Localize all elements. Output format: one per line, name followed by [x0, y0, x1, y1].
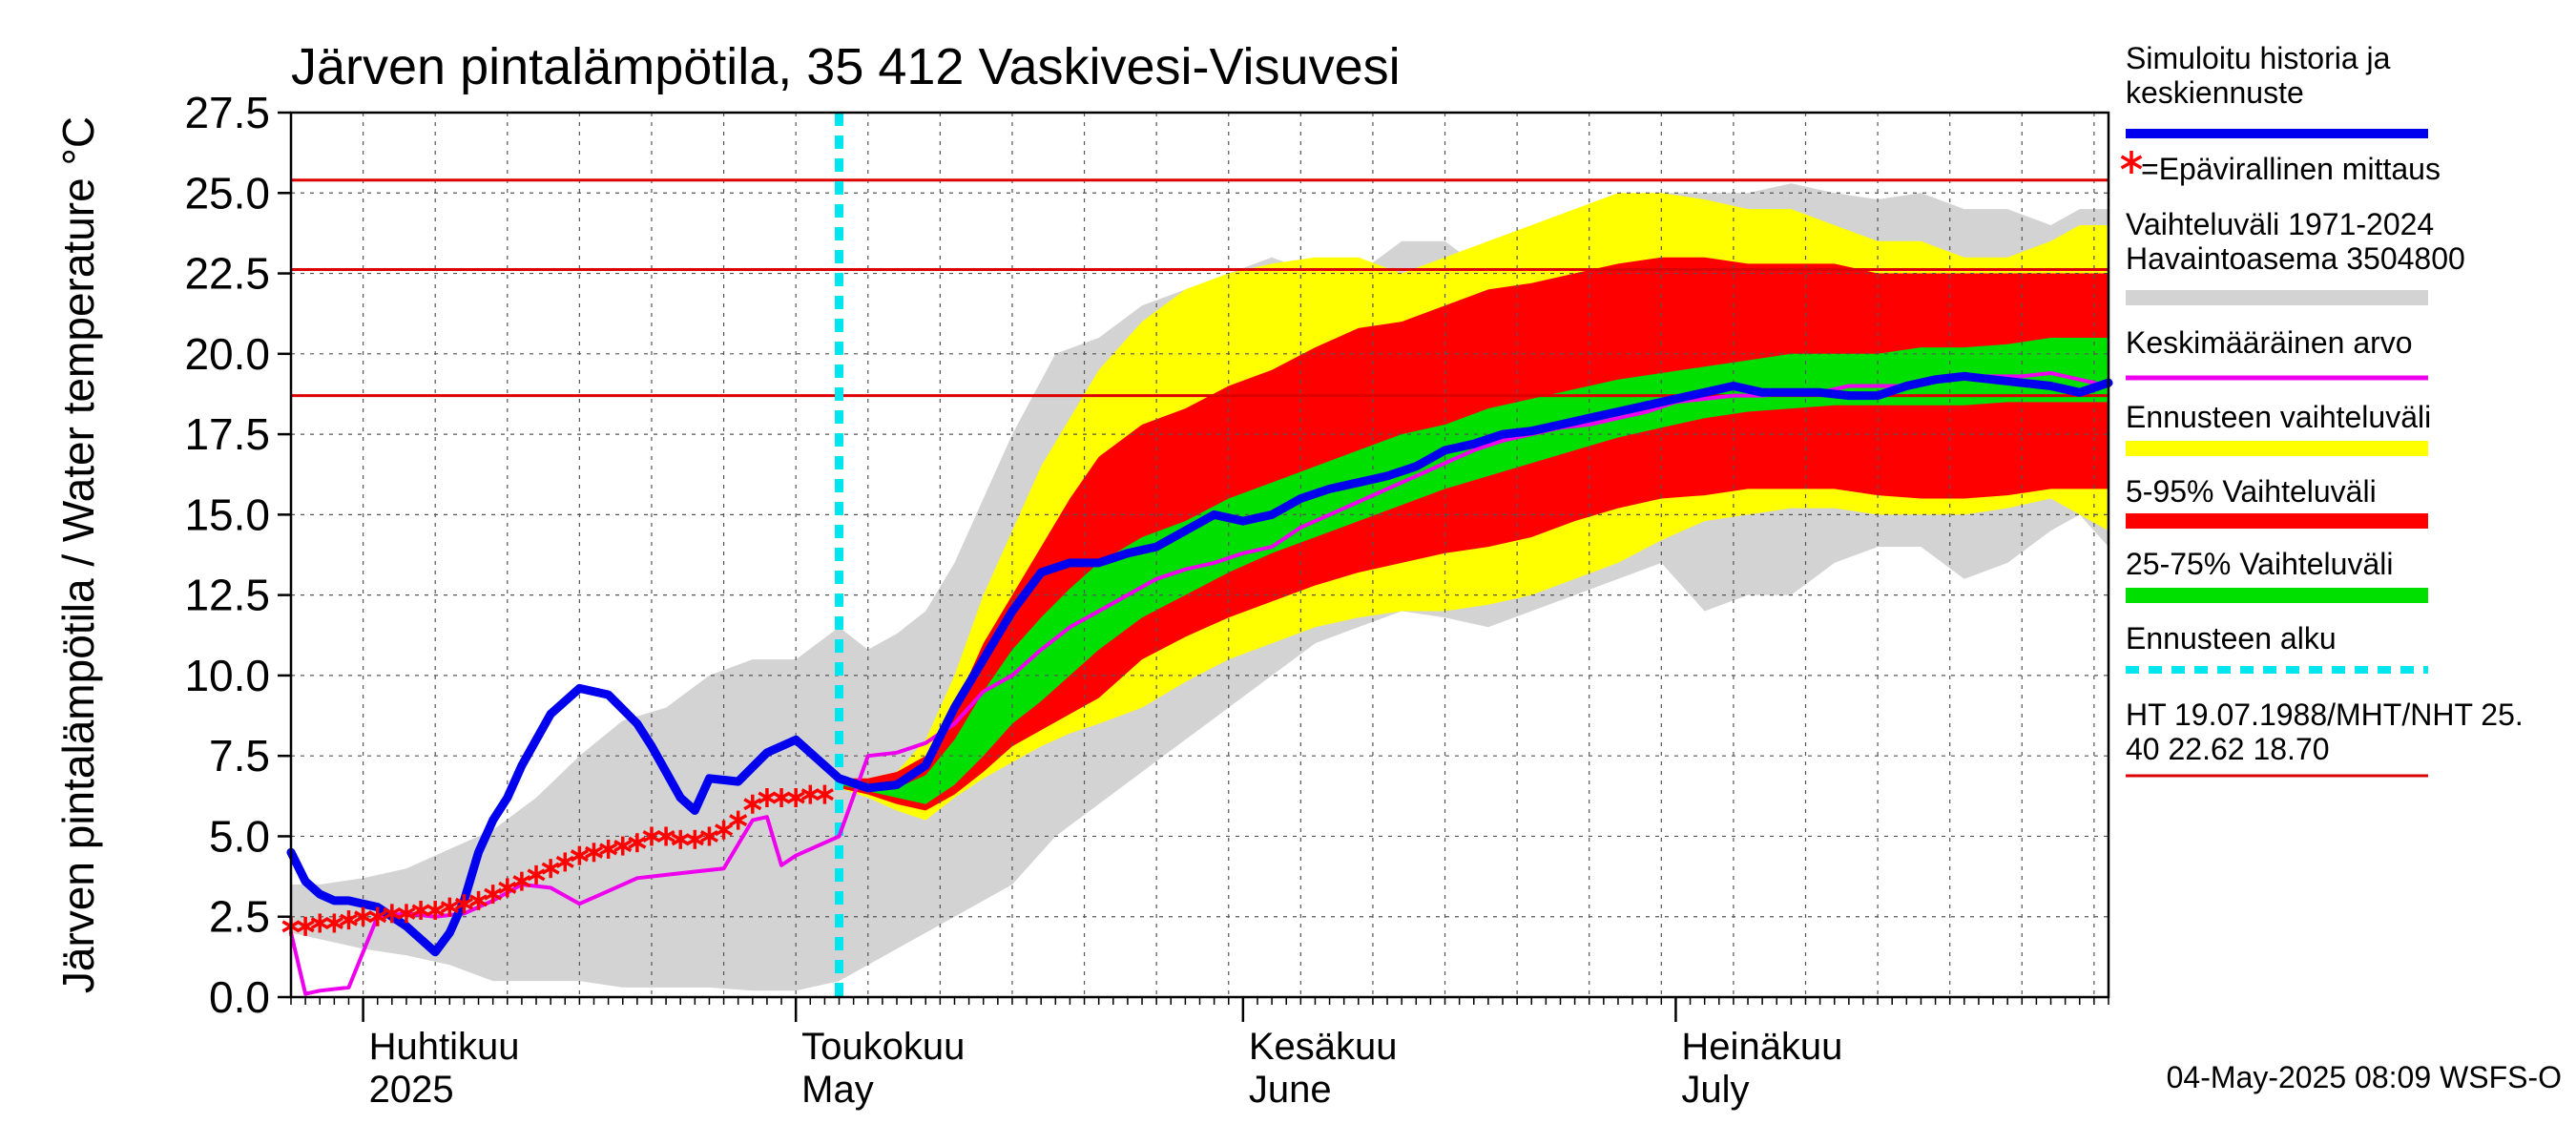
plot-lines — [281, 113, 2113, 997]
grid — [291, 113, 2109, 997]
x-month-sublabel: 2025 — [369, 1069, 454, 1111]
measurement-point — [786, 788, 805, 808]
measurement-point — [800, 784, 820, 804]
measurement-point — [599, 839, 618, 859]
x-month-sublabel: June — [1249, 1069, 1332, 1111]
legend-label: 25-75% Vaihteluväli — [2126, 547, 2393, 581]
legend-label: Keskimääräinen arvo — [2126, 325, 2413, 360]
history-line — [286, 371, 2113, 957]
legend-label: Ennusteen vaihteluväli — [2126, 400, 2431, 434]
legend-label: 40 22.62 18.70 — [2126, 732, 2330, 766]
measurement-point — [411, 900, 430, 920]
legend-label: =Epävirallinen mittaus — [2141, 152, 2441, 186]
measurement-point — [815, 784, 834, 804]
legend-entry-measurement: =Epävirallinen mittaus — [2120, 151, 2441, 186]
legend-label: Ennusteen alku — [2126, 621, 2337, 656]
measurement-point — [354, 906, 373, 926]
y-tick-label: 15.0 — [184, 489, 270, 539]
y-tick-label: 10.0 — [184, 651, 270, 700]
measurement-point — [310, 913, 329, 933]
measurement-point — [440, 897, 459, 917]
measurement-point — [383, 904, 402, 924]
y-tick-label: 17.5 — [184, 409, 270, 459]
axes: 0.0 2.5 5.0 7.5 10.0 12.5 15.0 17.5 20.0 22.5 25.0… — [53, 88, 2110, 1111]
y-tick-label: 27.5 — [184, 88, 270, 137]
chart-title: Järven pintalämpötila, 35 412 Vaskivesi-… — [291, 38, 1401, 95]
measurement-point — [772, 788, 791, 808]
band-25-75 — [839, 338, 2109, 804]
measurement-point — [339, 910, 359, 930]
legend-label: 5-95% Vaihteluväli — [2126, 474, 2377, 509]
measurement-point — [671, 829, 690, 849]
legend-entry-hist_range: Vaihteluväli 1971-2024 Havaintoasema 350… — [2126, 207, 2465, 305]
legend-entry-forecast_start: Ennusteen alku — [2126, 621, 2428, 674]
x-month-label: Kesäkuu — [1249, 1026, 1398, 1068]
y-tick-label: 0.0 — [209, 972, 270, 1022]
legend-entry-p25_75: 25-75% Vaihteluväli — [2126, 547, 2428, 603]
measurement-point — [368, 906, 387, 926]
x-month-sublabel: May — [801, 1069, 874, 1111]
x-month-label: Toukokuu — [801, 1026, 965, 1068]
measurement-point — [584, 843, 604, 863]
measurement-point — [715, 820, 734, 840]
y-tick-label: 12.5 — [184, 571, 270, 620]
footer-timestamp: 04-May-2025 08:09 WSFS-O — [2167, 1060, 2562, 1094]
legend-entry-p5_95: 5-95% Vaihteluväli — [2126, 474, 2428, 529]
y-tick-label: 25.0 — [184, 168, 270, 218]
legend-entry-mean: Keskimääräinen arvo — [2126, 325, 2428, 381]
legend-label: HT 19.07.1988/MHT/NHT 25. — [2126, 697, 2524, 732]
measurement-point — [426, 900, 445, 920]
measurement-point — [758, 788, 777, 808]
y-axis-label: Järven pintalämpötila / Water temperatur… — [53, 116, 103, 993]
measurement-point — [613, 836, 633, 856]
y-tick-label: 2.5 — [209, 892, 270, 942]
y-tick-label: 20.0 — [184, 329, 270, 379]
legend-entry-reference: HT 19.07.1988/MHT/NHT 25.40 22.62 18.70 — [2126, 697, 2524, 778]
legend-label: Simuloitu historia ja — [2126, 41, 2391, 75]
measurement-point — [570, 845, 589, 865]
measurement-point — [324, 913, 343, 933]
legend-label: keskiennuste — [2126, 75, 2304, 110]
y-tick-label: 7.5 — [209, 731, 270, 781]
measurement-point — [685, 829, 704, 849]
x-month-sublabel: July — [1681, 1069, 1749, 1111]
measurement-point — [656, 826, 675, 846]
y-tick-label: 5.0 — [209, 811, 270, 861]
measurement-point — [729, 810, 748, 830]
measurement-point — [397, 904, 416, 924]
legend-symbol — [2120, 151, 2143, 174]
legend-label: Havaintoasema 3504800 — [2126, 241, 2465, 276]
measurement-point — [454, 894, 473, 914]
x-month-label: Huhtikuu — [369, 1026, 520, 1068]
legend-label: Vaihteluväli 1971-2024 — [2126, 207, 2434, 241]
measurement-point — [642, 826, 661, 846]
legend-entry-forecast_range: Ennusteen vaihteluväli — [2126, 400, 2431, 456]
y-tick-label: 22.5 — [184, 249, 270, 299]
x-month-label: Heinäkuu — [1681, 1026, 1842, 1068]
measurement-point — [296, 916, 315, 936]
